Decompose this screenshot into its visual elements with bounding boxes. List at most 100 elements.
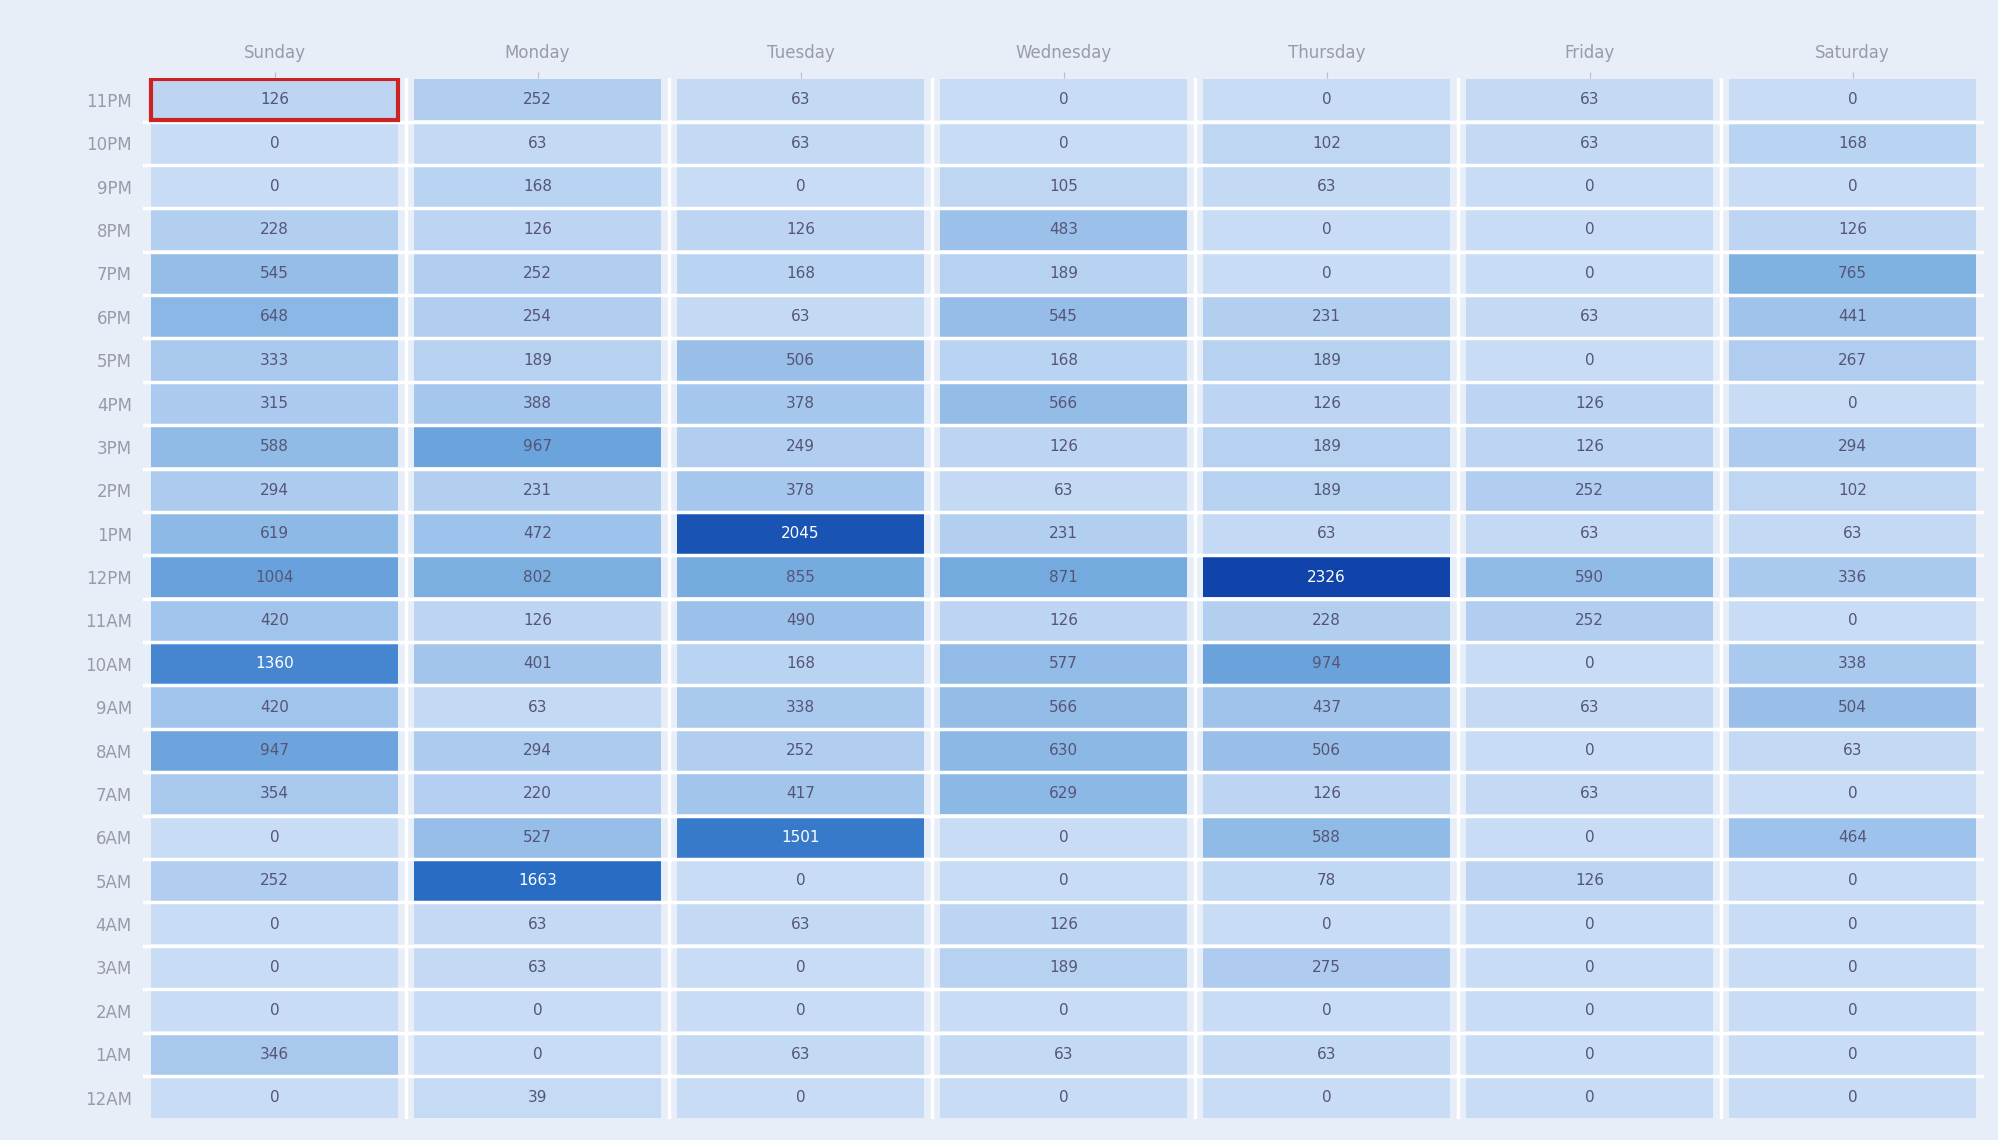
Bar [939,861,1187,901]
Text: 0: 0 [1321,222,1331,237]
Text: 63: 63 [1578,92,1598,107]
Bar [1203,861,1449,901]
Bar [152,686,398,727]
Bar [1728,340,1976,381]
Text: 0: 0 [1321,1003,1331,1018]
Bar [1465,210,1712,251]
Text: 0: 0 [1321,917,1331,931]
Text: 947: 947 [260,743,290,758]
Bar [152,80,398,120]
Text: 63: 63 [791,917,809,931]
Bar [1465,774,1712,814]
Text: 63: 63 [1578,309,1598,324]
Text: 168: 168 [523,179,551,194]
Text: 630: 630 [1049,743,1077,758]
Bar [677,1077,923,1118]
Text: 0: 0 [1584,830,1594,845]
Bar [1465,556,1712,597]
Bar [939,774,1187,814]
Text: 0: 0 [1059,136,1067,150]
Text: 189: 189 [1311,482,1341,498]
Bar [939,210,1187,251]
Bar [152,1034,398,1075]
Text: 63: 63 [1578,136,1598,150]
Bar [1465,513,1712,554]
Bar [939,817,1187,857]
Text: 0: 0 [1846,92,1856,107]
Text: 102: 102 [1836,482,1866,498]
Bar [152,904,398,944]
Bar [152,470,398,511]
Bar [1465,991,1712,1032]
Text: 336: 336 [1836,570,1866,585]
Text: 126: 126 [785,222,815,237]
Bar [1203,686,1449,727]
Bar [677,686,923,727]
Bar [152,210,398,251]
Bar [939,904,1187,944]
Text: 506: 506 [1311,743,1341,758]
Bar [1728,1034,1976,1075]
Bar [1728,210,1976,251]
Text: 0: 0 [1059,1090,1067,1105]
Bar [1728,166,1976,207]
Text: 0: 0 [1846,179,1856,194]
Bar [1728,123,1976,164]
Bar [152,817,398,857]
Bar [939,123,1187,164]
Text: 126: 126 [1574,439,1602,455]
Bar [414,253,661,294]
Bar [1203,1034,1449,1075]
Text: 189: 189 [1311,439,1341,455]
Bar [677,774,923,814]
Bar [414,556,661,597]
Bar [677,947,923,988]
Bar [1465,426,1712,467]
Text: 267: 267 [1836,352,1866,367]
Text: 0: 0 [1584,179,1594,194]
Text: 294: 294 [1836,439,1866,455]
Text: 0: 0 [1584,960,1594,975]
Text: 294: 294 [523,743,551,758]
Bar [677,123,923,164]
Bar [152,426,398,467]
Text: 294: 294 [260,482,290,498]
Text: 126: 126 [1311,787,1341,801]
Text: 231: 231 [1311,309,1341,324]
Text: 0: 0 [1846,1047,1856,1061]
Text: 252: 252 [1574,482,1602,498]
Text: 63: 63 [1578,787,1598,801]
Text: 249: 249 [785,439,815,455]
Bar [677,861,923,901]
Text: 252: 252 [1574,613,1602,628]
Text: 168: 168 [785,657,815,671]
Bar [677,817,923,857]
Text: 0: 0 [1846,613,1856,628]
Text: 0: 0 [1846,396,1856,412]
Bar [152,340,398,381]
Text: 0: 0 [795,179,805,194]
Bar [414,123,661,164]
Bar [1465,166,1712,207]
Text: 228: 228 [1311,613,1341,628]
Bar [414,166,661,207]
Text: 63: 63 [527,917,547,931]
Bar [1203,774,1449,814]
Bar [1728,253,1976,294]
Bar [152,600,398,641]
Text: 0: 0 [1846,917,1856,931]
Text: 338: 338 [785,700,815,715]
Bar [1728,991,1976,1032]
Text: 0: 0 [1846,787,1856,801]
Text: 566: 566 [1049,700,1077,715]
Text: 1004: 1004 [256,570,294,585]
Text: 346: 346 [260,1047,290,1061]
Bar [1203,426,1449,467]
Text: 2326: 2326 [1307,570,1345,585]
Text: 0: 0 [1584,1047,1594,1061]
Text: 63: 63 [1053,1047,1073,1061]
Bar [1465,600,1712,641]
Bar [414,296,661,337]
Text: 588: 588 [1311,830,1341,845]
Bar [414,1077,661,1118]
